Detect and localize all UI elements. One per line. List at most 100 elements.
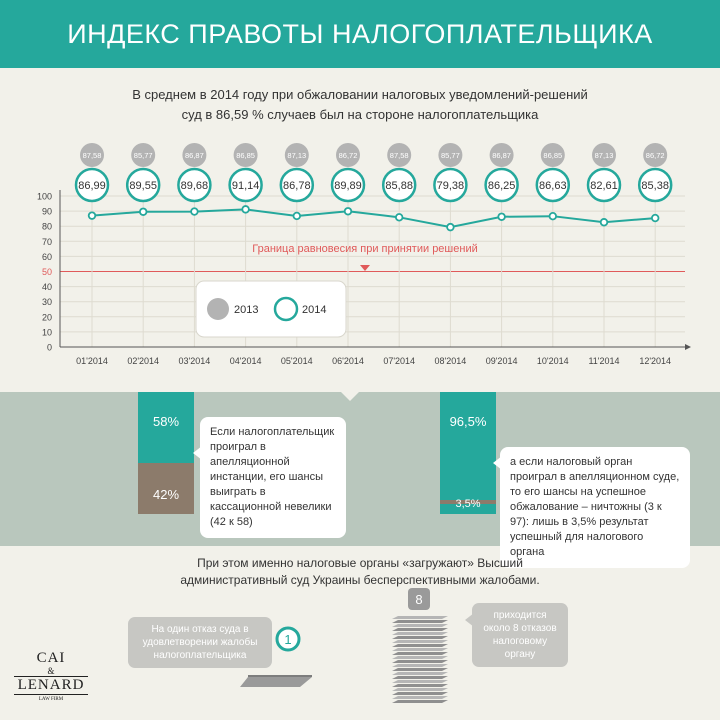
series-2013-bubble	[592, 143, 616, 167]
left-bar-bottom-segment: 42%	[138, 463, 194, 514]
stack-sheet	[392, 692, 448, 695]
stack-sheet	[392, 644, 448, 647]
series-2014-label: 86,99	[78, 180, 106, 192]
single-count-badge	[275, 626, 301, 652]
stack-sheet	[392, 628, 448, 631]
series-2014-point	[497, 212, 506, 221]
x-tick-label: 08'2014	[435, 356, 467, 366]
many-refusals-note: приходится около 8 отказов налоговому ор…	[472, 603, 568, 667]
series-2013-bubble	[643, 143, 668, 167]
left-note: Если налогоплательщик проиграл в апелляц…	[200, 417, 346, 538]
bottom-text: При этом именно налоговые органы «загруж…	[150, 555, 570, 589]
single-refusal-note: На один отказ суда в удовлетворении жало…	[128, 617, 272, 668]
y-tick-label: 0	[47, 343, 52, 353]
x-tick-label: 01'2014	[76, 356, 108, 366]
series-2013-label: 86,85	[236, 151, 255, 160]
x-tick-label: 09'2014	[486, 356, 518, 366]
x-tick-label: 11'2014	[588, 356, 619, 366]
series-2014-label: 82,61	[590, 180, 618, 192]
stack-note-pointer	[465, 613, 474, 627]
series-2014-label: 85,88	[385, 180, 413, 192]
series-2013-bubble	[131, 143, 156, 167]
left-bar-top-label: 58%	[152, 414, 180, 429]
left-bar-top-segment: 58%	[138, 392, 194, 463]
right-bar-top-segment: 96,5%	[440, 392, 496, 514]
series-2013-label: 86,72	[339, 151, 358, 160]
stack-sheet	[392, 656, 448, 659]
legend-box	[195, 280, 347, 338]
legend-2013-label: 2013	[234, 304, 258, 316]
right-split-bar: 96,5% 3,5%	[440, 392, 496, 514]
series-2014-bubble	[381, 167, 417, 203]
stack-sheet	[392, 684, 448, 687]
series-2013-bubble	[284, 143, 309, 167]
y-tick-label: 20	[42, 312, 52, 322]
series-2014-point	[548, 211, 557, 221]
series-2014-point	[395, 213, 404, 222]
series-2014-point	[138, 207, 148, 216]
y-tick-label: 70	[42, 237, 52, 247]
single-sheet-illustration: 1	[240, 626, 312, 687]
left-bar-bottom-label: 42%	[152, 487, 180, 502]
series-2013-bubble	[540, 143, 565, 167]
stack-sheet	[392, 652, 448, 655]
threshold-marker	[360, 265, 370, 271]
stack-sheet	[392, 640, 448, 643]
y-tick-label: 100	[37, 192, 52, 202]
x-tick-label: 06'2014	[332, 356, 364, 366]
stack-sheet	[392, 660, 448, 663]
stack-sheet	[392, 676, 448, 679]
logo-tagline: LAW FIRM	[38, 697, 64, 702]
series-2014-point	[343, 207, 353, 216]
stack-count-badge	[408, 588, 430, 610]
series-2014-label: 89,89	[334, 180, 362, 192]
series-2014-point	[87, 211, 97, 220]
series-2013-label: 87,13	[287, 151, 306, 160]
series-2013-label: 86,87	[185, 151, 204, 160]
series-2014-bubble	[586, 167, 622, 203]
left-split-bar: 58% 42%	[138, 392, 194, 514]
series-2014-bubble	[177, 167, 212, 203]
series-2014-point	[651, 213, 660, 223]
series-2014-point	[446, 222, 455, 232]
series-2014-bubble	[535, 167, 571, 203]
series-2013-label: 87,58	[390, 151, 409, 160]
x-tick-label: 02'2014	[127, 356, 159, 366]
legend-2014-label: 2014	[302, 304, 326, 316]
stack-sheet	[392, 620, 448, 623]
stack-sheet	[392, 664, 448, 667]
stack-sheet	[392, 632, 448, 635]
x-tick-label: 07'2014	[383, 356, 415, 366]
right-bar-top-label: 96,5%	[449, 414, 487, 429]
x-tick-label: 03'2014	[179, 356, 211, 366]
stack-sheet	[392, 624, 448, 627]
series-2014-bubble	[228, 167, 263, 203]
single-sheet-icon	[240, 677, 312, 687]
series-2013-label: 86,85	[543, 151, 562, 160]
single-count-label: 1	[284, 632, 291, 647]
right-note: а если налоговый орган проиграл в апелля…	[500, 447, 690, 568]
header-banner: ИНДЕКС ПРАВОТЫ НАЛОГОПЛАТЕЛЬЩИКА	[0, 0, 720, 68]
stack-sheet	[392, 636, 448, 639]
series-2013-label: 86,87	[492, 151, 511, 160]
series-2014-bubble	[125, 167, 161, 203]
series-2014-bubble	[74, 167, 110, 203]
paper-stack-icon	[392, 616, 448, 703]
stack-count-label: 8	[415, 592, 422, 607]
series-2014-bubble	[330, 167, 366, 203]
y-tick-label: 10	[42, 327, 52, 337]
y-tick-label: 50	[42, 267, 52, 277]
series-2014-point	[292, 211, 301, 221]
page-title: ИНДЕКС ПРАВОТЫ НАЛОГОПЛАТЕЛЬЩИКА	[67, 19, 653, 49]
series-2014-bubble	[433, 167, 468, 203]
y-tick-label: 40	[42, 282, 52, 292]
series-2014-point	[190, 207, 199, 216]
right-bar-bottom-label: 3,5%	[455, 498, 481, 510]
right-bar-bottom-segment	[440, 500, 496, 504]
stack-sheet	[392, 672, 448, 675]
bottom-text-line-2: административный суд Украины бесперспект…	[180, 573, 540, 587]
series-2013-bubble	[336, 143, 360, 167]
series-2014-label: 86,78	[283, 180, 311, 192]
threshold-label: Граница равновесия при принятии решений	[252, 243, 477, 255]
series-2014-label: 85,38	[641, 180, 669, 192]
